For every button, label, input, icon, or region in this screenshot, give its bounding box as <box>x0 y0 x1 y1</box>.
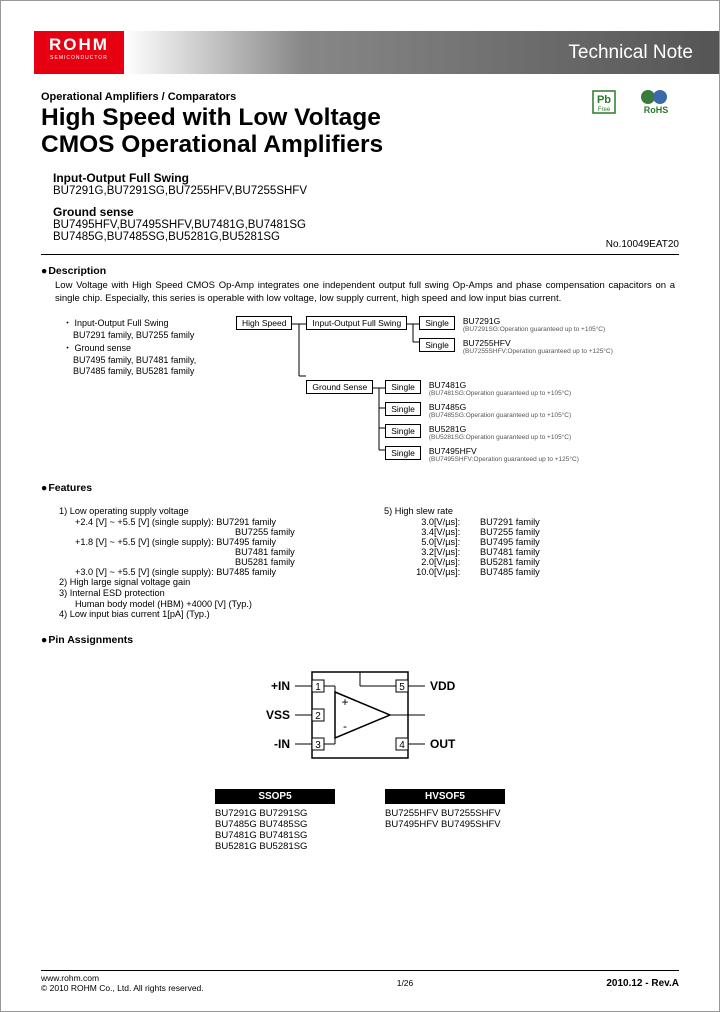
footer-rev: 2010.12 - Rev.A <box>606 978 679 989</box>
compliance-badges: PbFree RoHS <box>583 89 679 127</box>
product-tree: High Speed Input-Output Full Swing Singl… <box>236 316 679 468</box>
header: ROHM SEMICONDUCTOR Technical Note <box>1 1 719 73</box>
logo-subtext: SEMICONDUCTOR <box>34 55 124 61</box>
svg-text:5: 5 <box>399 682 405 693</box>
svg-text:VDD: VDD <box>430 679 456 693</box>
svg-text:+: + <box>341 695 348 709</box>
svg-text:Free: Free <box>598 107 611 113</box>
banner: Technical Note <box>124 31 719 74</box>
banner-text: Technical Note <box>568 42 693 64</box>
content: Operational Amplifiers / Comparators Hig… <box>1 73 719 852</box>
tree-branch-io: Input-Output Full Swing <box>306 316 407 330</box>
rohs-badge: RoHS <box>637 89 679 127</box>
tree-branch-gs: Ground Sense <box>306 380 373 394</box>
ssop5-head: SSOP5 <box>215 789 335 804</box>
footer-url: www.rohm.com <box>41 973 204 983</box>
group1-heading: Input-Output Full Swing <box>53 171 679 185</box>
group1-parts: BU7291G,BU7291SG,BU7255HFV,BU7255SHFV <box>53 185 679 197</box>
description-text: Low Voltage with High Speed CMOS Op-Amp … <box>41 280 679 306</box>
svg-text:4: 4 <box>399 740 405 751</box>
svg-text:OUT: OUT <box>430 737 456 751</box>
ssop5-column: SSOP5 BU7291G BU7291SG BU7485G BU7485SG … <box>215 789 335 852</box>
package-section: SSOP5 BU7291G BU7291SG BU7485G BU7485SG … <box>41 789 679 852</box>
description-heading: Description <box>41 265 679 277</box>
svg-text:2: 2 <box>315 711 321 722</box>
svg-text:RoHS: RoHS <box>644 105 669 115</box>
svg-text:3: 3 <box>315 740 321 751</box>
features-heading: Features <box>41 482 679 494</box>
svg-text:-: - <box>343 719 347 733</box>
group2-heading: Ground sense <box>53 205 679 219</box>
svg-text:VSS: VSS <box>266 708 290 722</box>
datasheet-page: ROHM SEMICONDUCTOR Technical Note PbFree… <box>0 0 720 1012</box>
svg-text:+IN: +IN <box>271 679 290 693</box>
footer: www.rohm.com © 2010 ROHM Co., Ltd. All r… <box>41 970 679 993</box>
pin-diagram: + - 1 2 3 4 5 +IN VSS -IN OUT VDD <box>41 662 679 777</box>
footer-page: 1/26 <box>397 978 414 988</box>
svg-text:Pb: Pb <box>597 94 611 106</box>
rohm-logo: ROHM SEMICONDUCTOR <box>34 31 124 74</box>
family-section: ・ Input-Output Full Swing BU7291 family,… <box>41 316 679 468</box>
group2-parts1: BU7495HFV,BU7495SHFV,BU7481G,BU7481SG <box>53 219 679 231</box>
footer-copyright: © 2010 ROHM Co., Ltd. All rights reserve… <box>41 983 204 993</box>
svg-text:-IN: -IN <box>274 737 290 751</box>
family-list: ・ Input-Output Full Swing BU7291 family,… <box>63 316 218 468</box>
divider <box>41 254 679 255</box>
logo-text: ROHM <box>34 35 124 55</box>
tree-root: High Speed <box>236 316 292 330</box>
hvsof5-column: HVSOF5 BU7255HFV BU7255SHFV BU7495HFV BU… <box>385 789 505 852</box>
svg-text:1: 1 <box>315 682 321 693</box>
features-list: 1) Low operating supply voltage +2.4 [V]… <box>41 506 679 620</box>
features-left: 1) Low operating supply voltage +2.4 [V]… <box>59 506 354 620</box>
hvsof5-head: HVSOF5 <box>385 789 505 804</box>
pins-heading: Pin Assignments <box>41 634 679 646</box>
features-right: 5) High slew rate 3.0[V/µs]:BU7291 famil… <box>384 506 679 620</box>
pbfree-badge: PbFree <box>583 89 625 127</box>
